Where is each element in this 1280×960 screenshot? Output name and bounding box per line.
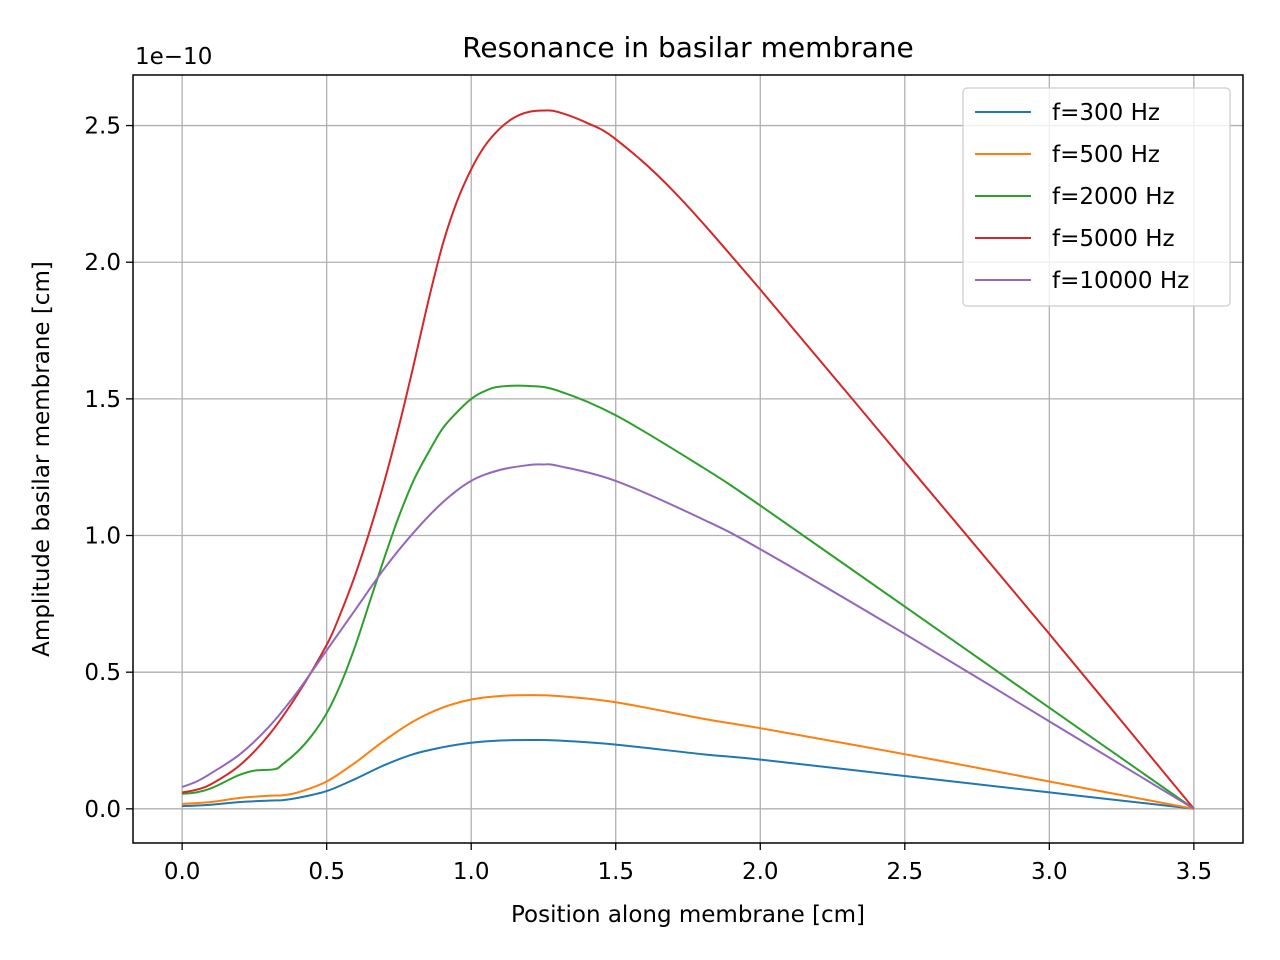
y-tick-label: 0.0 bbox=[84, 797, 121, 823]
legend-label: f=5000 Hz bbox=[1052, 226, 1175, 252]
x-tick-label: 1.5 bbox=[597, 859, 634, 885]
legend-box bbox=[962, 87, 1231, 307]
y-tick-label: 2.5 bbox=[84, 114, 121, 140]
x-tick-label: 0.0 bbox=[164, 859, 201, 885]
series-lines bbox=[181, 109, 1195, 810]
y-tick-label: 1.0 bbox=[84, 524, 121, 550]
series-line-1 bbox=[182, 694, 1195, 810]
y-offset-label: 1e−10 bbox=[135, 44, 212, 70]
x-tick-label: 0.5 bbox=[308, 859, 345, 885]
series-line-4 bbox=[181, 463, 1195, 810]
y-axis-label: Amplitude basilar membrane [cm] bbox=[29, 261, 55, 657]
series-line-0 bbox=[182, 738, 1195, 810]
y-tick-label: 0.5 bbox=[84, 660, 121, 686]
series-line-2 bbox=[182, 384, 1195, 810]
legend-label: f=500 Hz bbox=[1052, 142, 1160, 168]
legend-label: f=300 Hz bbox=[1052, 100, 1160, 126]
y-tick-label: 2.0 bbox=[84, 250, 121, 276]
x-tick-label: 2.0 bbox=[742, 859, 779, 885]
y-axis-ticks: 0.0 0.5 1.0 1.5 2.0 2.5 bbox=[84, 114, 133, 823]
y-tick-label: 1.5 bbox=[84, 387, 121, 413]
x-tick-label: 3.5 bbox=[1176, 859, 1213, 885]
legend: f=300 Hz f=500 Hz f=2000 Hz f=5000 Hz f=1000… bbox=[962, 87, 1231, 307]
legend-label: f=2000 Hz bbox=[1052, 184, 1175, 210]
x-tick-label: 2.5 bbox=[887, 859, 924, 885]
x-tick-label: 1.0 bbox=[453, 859, 490, 885]
x-tick-label: 3.0 bbox=[1031, 859, 1068, 885]
chart-title: Resonance in basilar membrane bbox=[462, 31, 914, 64]
x-axis-ticks: 0.0 0.5 1.0 1.5 2.0 2.5 3.0 3.5 bbox=[164, 843, 1212, 885]
legend-label: f=10000 Hz bbox=[1052, 268, 1189, 294]
x-axis-label: Position along membrane [cm] bbox=[511, 902, 865, 928]
plot-frame bbox=[132, 74, 1244, 844]
